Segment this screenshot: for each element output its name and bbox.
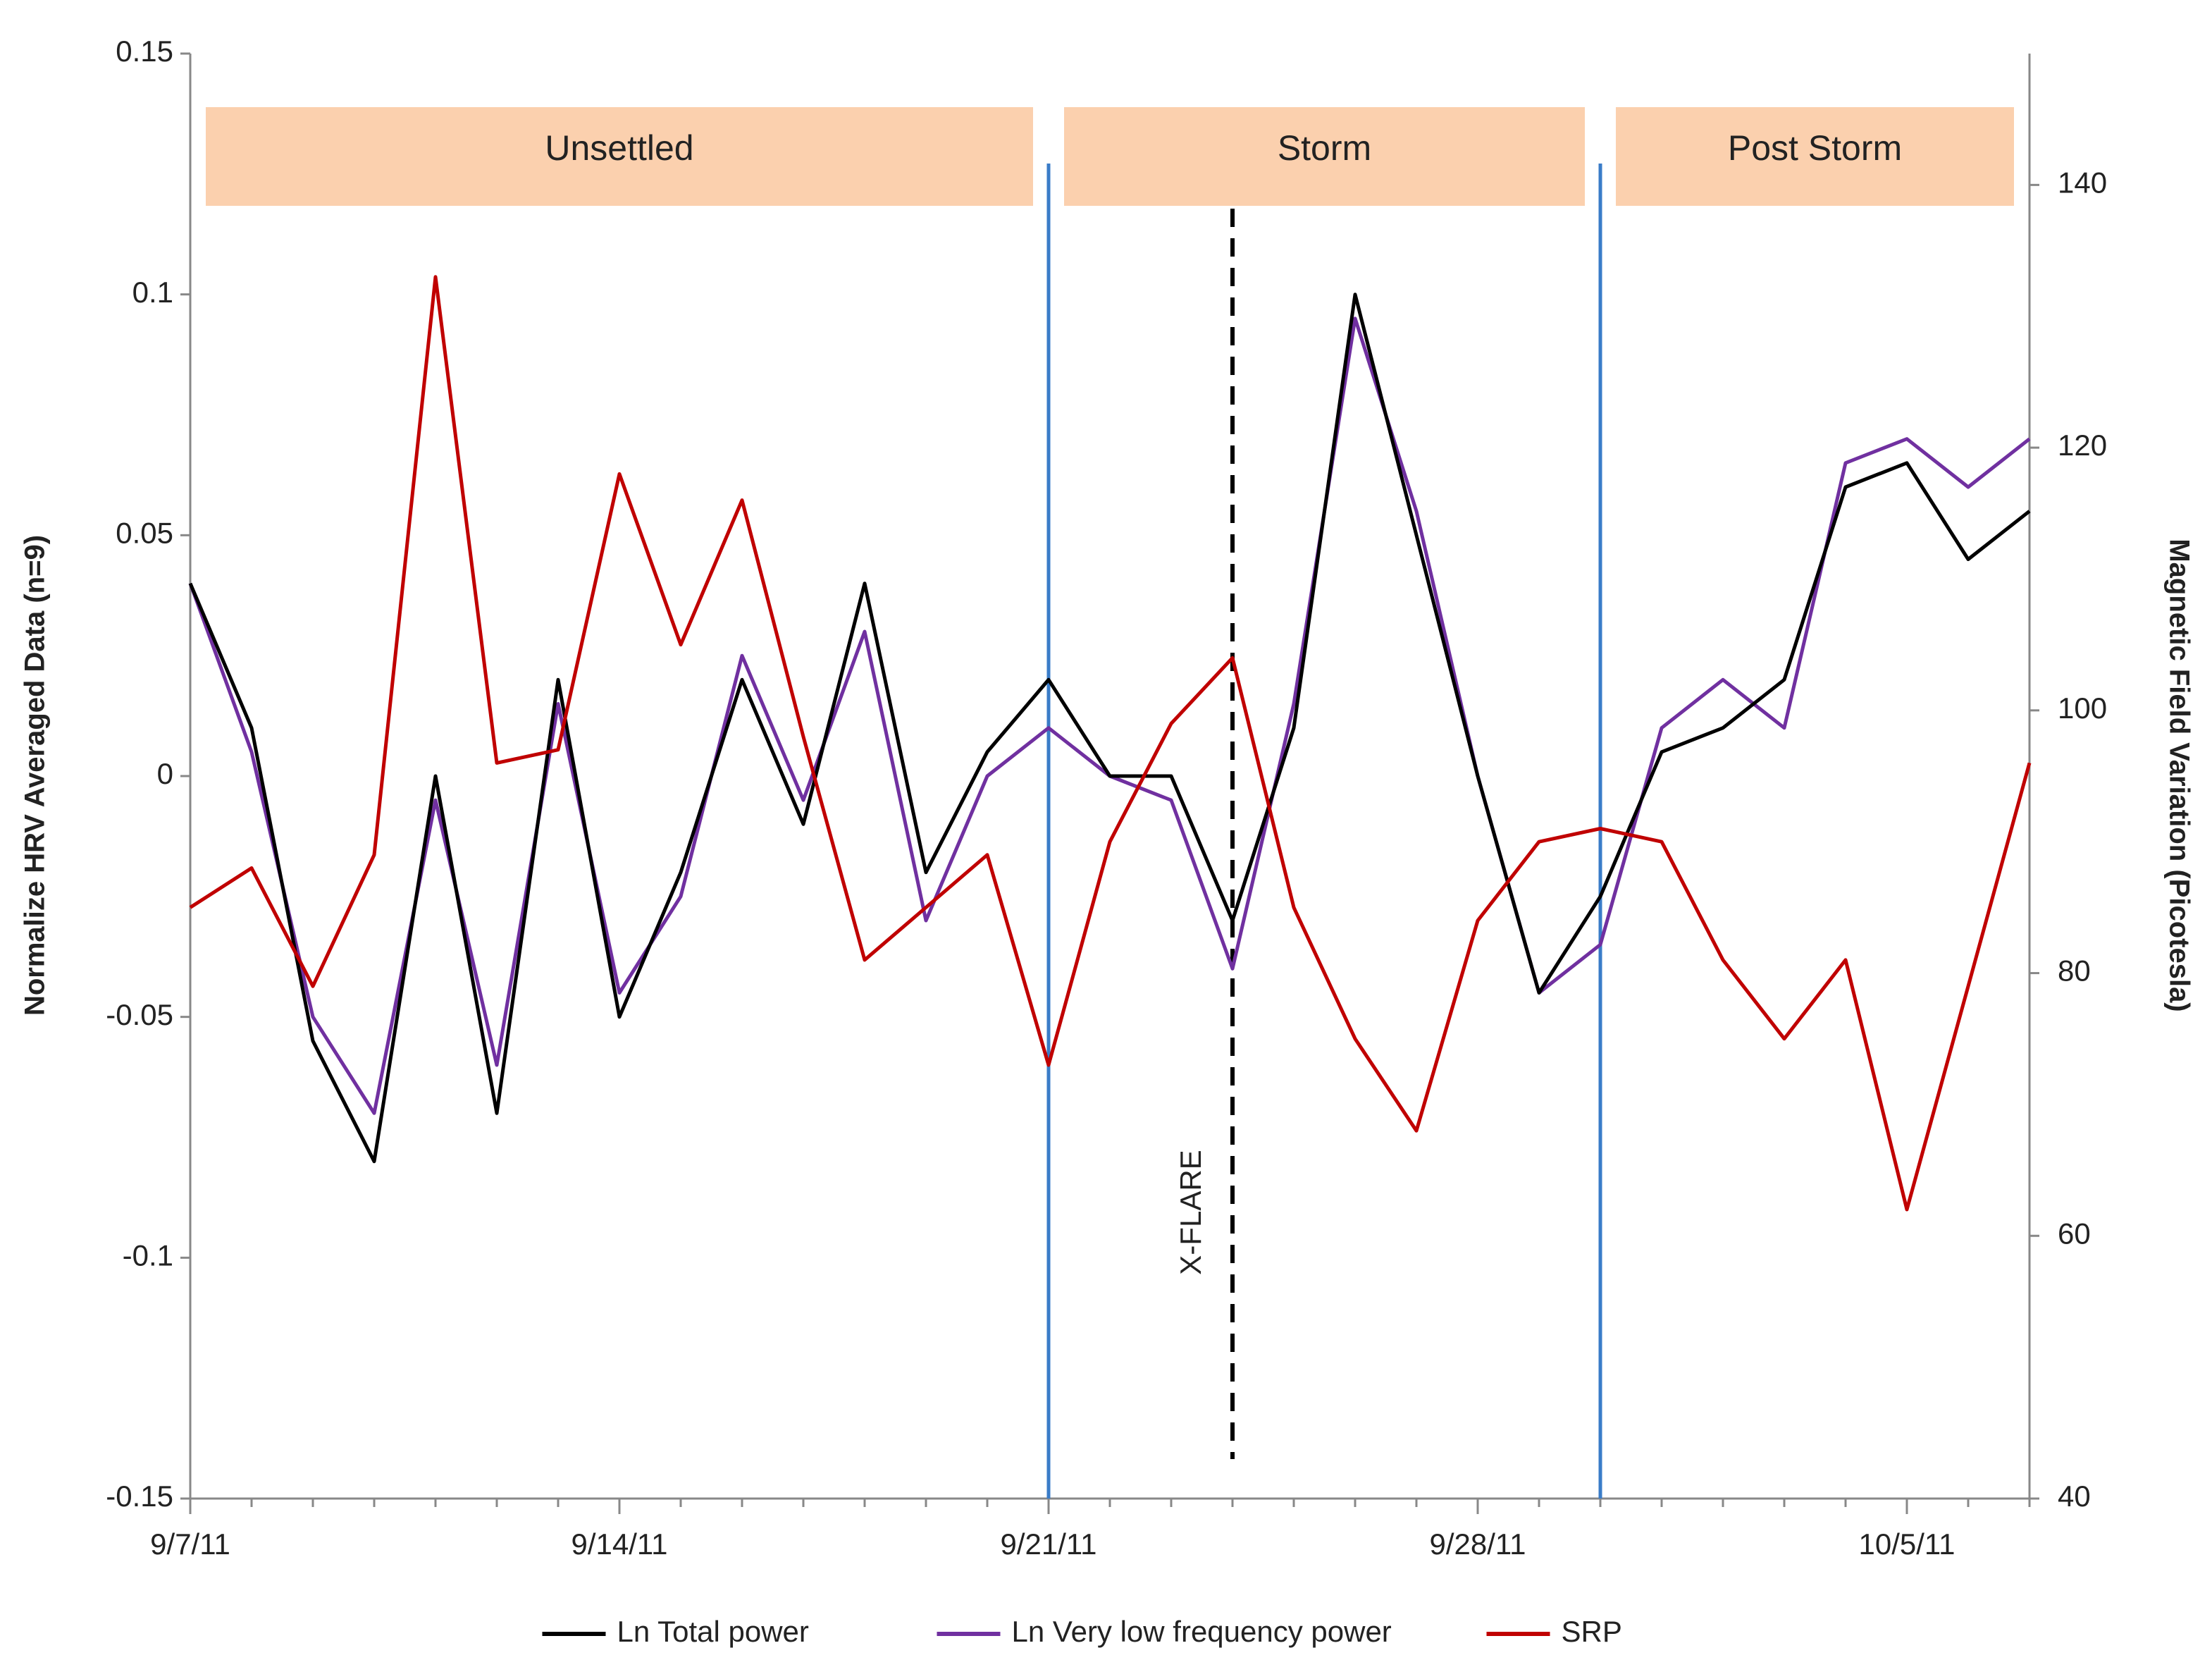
x-tick-label: 9/7/11 <box>150 1527 230 1561</box>
y2-tick-label: 100 <box>2058 691 2107 725</box>
y2-axis-title: Magnetic Field Variation (Picotesla) <box>2163 539 2194 1011</box>
y2-tick-label: 60 <box>2058 1217 2091 1250</box>
legend-label: Ln Total power <box>617 1615 809 1648</box>
y2-tick-label: 80 <box>2058 954 2091 988</box>
y-tick-label: 0.1 <box>132 276 173 309</box>
y-tick-label: -0.05 <box>106 998 173 1031</box>
phase-label: Unsettled <box>545 128 693 168</box>
legend-label: SRP <box>1562 1615 1622 1648</box>
legend-label: Ln Very low frequency power <box>1012 1615 1392 1648</box>
y-tick-label: -0.15 <box>106 1480 173 1513</box>
series-line <box>188 316 2031 1115</box>
x-tick-label: 9/21/11 <box>1000 1527 1096 1561</box>
y2-tick-label: 140 <box>2058 166 2107 199</box>
phase-label: Storm <box>1278 128 1371 168</box>
y2-tick-label: 40 <box>2058 1480 2091 1513</box>
series-line <box>188 293 2031 1164</box>
y-tick-label: 0 <box>157 757 173 790</box>
y-axis-title: Normalize HRV Averaged Data (n=9) <box>20 535 51 1016</box>
phase-box <box>1616 107 2014 206</box>
series-line <box>189 275 2032 1212</box>
y-tick-label: 0.05 <box>116 516 173 549</box>
y2-tick-label: 120 <box>2058 429 2107 462</box>
y-tick-label: -0.1 <box>123 1238 173 1272</box>
event-label: X-FLARE <box>1174 1150 1207 1274</box>
phase-box <box>206 107 1033 206</box>
x-tick-label: 10/5/11 <box>1858 1527 1955 1561</box>
y-tick-label: 0.15 <box>116 35 173 68</box>
phase-label: Post Storm <box>1728 128 1902 168</box>
x-tick-label: 9/14/11 <box>571 1527 667 1561</box>
phase-box <box>1064 107 1585 206</box>
x-tick-label: 9/28/11 <box>1429 1527 1526 1561</box>
